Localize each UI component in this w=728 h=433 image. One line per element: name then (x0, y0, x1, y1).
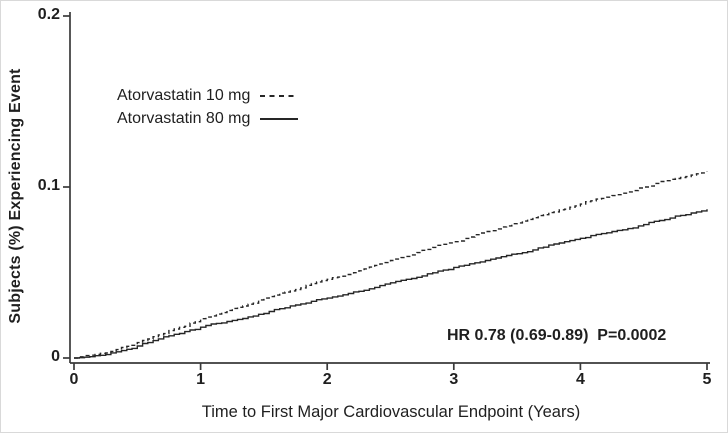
legend: Atorvastatin 10 mg Atorvastatin 80 mg (117, 84, 299, 130)
x-tick-label: 4 (575, 371, 585, 388)
legend-row-10mg: Atorvastatin 10 mg (117, 84, 299, 107)
x-tick-label: 0 (69, 371, 79, 388)
x-tick-label: 3 (449, 371, 459, 388)
y-axis-title: Subjects (%) Experiencing Event (7, 68, 24, 324)
legend-label-80mg: Atorvastatin 80 mg (117, 109, 251, 127)
y-tick-label: 0 (51, 348, 60, 365)
series-curve-atorvastatin-80mg (74, 209, 708, 359)
dashed-line-sample-icon (260, 94, 299, 97)
curves-group (74, 171, 708, 359)
legend-label-10mg: Atorvastatin 10 mg (117, 86, 251, 104)
x-tick-label: 5 (702, 371, 712, 388)
legend-row-80mg: Atorvastatin 80 mg (117, 107, 299, 130)
hazard-ratio-annotation: HR 0.78 (0.69-0.89) P=0.0002 (447, 327, 667, 344)
y-tick-label: 0.1 (37, 177, 60, 194)
x-tick-label: 2 (322, 371, 332, 388)
solid-line-sample-icon (260, 117, 299, 120)
y-tick-label: 0.2 (37, 6, 60, 23)
x-axis-title: Time to First Major Cardiovascular Endpo… (201, 403, 581, 421)
x-tick-label: 1 (196, 371, 206, 388)
axes-group (63, 12, 710, 370)
series-curve-atorvastatin-10mg (74, 171, 708, 359)
